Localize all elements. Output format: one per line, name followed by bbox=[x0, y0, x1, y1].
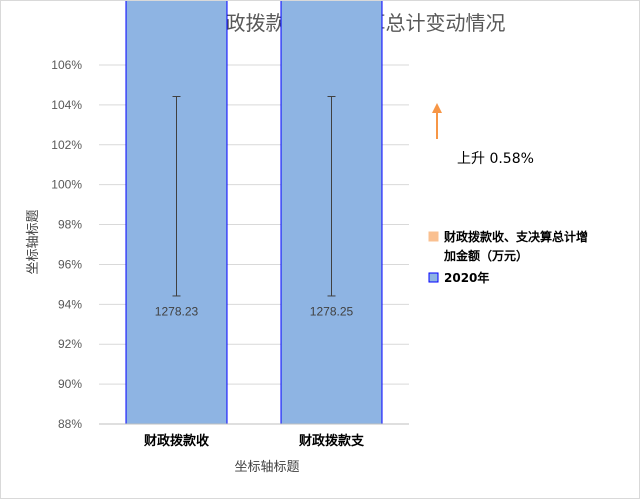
y-tick-label: 106% bbox=[51, 58, 82, 72]
data-label: 1278.25 bbox=[310, 304, 354, 318]
legend-swatch bbox=[428, 272, 439, 283]
y-tick-label: 104% bbox=[51, 98, 82, 112]
annotation-text: 上升 0.58% bbox=[457, 151, 534, 167]
y-tick-label: 102% bbox=[51, 138, 82, 152]
y-tick-label: 100% bbox=[51, 178, 82, 192]
legend-swatch bbox=[428, 231, 439, 242]
bars bbox=[125, 1, 383, 425]
axes: 88% 90% 92% 94% 96% 98% 100% 102% 104% 106% 财政拨款收 财… bbox=[51, 58, 409, 449]
legend-label: 财政拨款收、支决算总计增加金额（万元） bbox=[443, 229, 588, 263]
y-tick-label: 94% bbox=[58, 297, 82, 311]
y-axis-title: 坐标轴标题 bbox=[26, 209, 41, 274]
y-tick-label: 88% bbox=[58, 417, 82, 431]
data-labels: 1278.237.431278.257.45 bbox=[155, 304, 354, 318]
y-tick-label: 90% bbox=[58, 377, 82, 391]
x-category-label: 财政拨款收 bbox=[144, 433, 210, 449]
annotation: 上升 0.58% bbox=[432, 103, 534, 167]
y-tick-label: 98% bbox=[58, 218, 82, 232]
legend-label: 2020年 bbox=[444, 270, 489, 285]
up-arrow-head-icon bbox=[432, 103, 442, 113]
y-tick-label: 92% bbox=[58, 337, 82, 351]
x-axis-title: 坐标轴标题 bbox=[234, 460, 299, 475]
error-bars bbox=[172, 96, 336, 297]
data-label: 1278.23 bbox=[155, 304, 199, 318]
x-category-label: 财政拨款支 bbox=[299, 433, 365, 449]
y-tick-label: 96% bbox=[58, 257, 82, 271]
legend: 财政拨款收、支决算总计增加金额（万元） 2020年 bbox=[428, 229, 588, 285]
